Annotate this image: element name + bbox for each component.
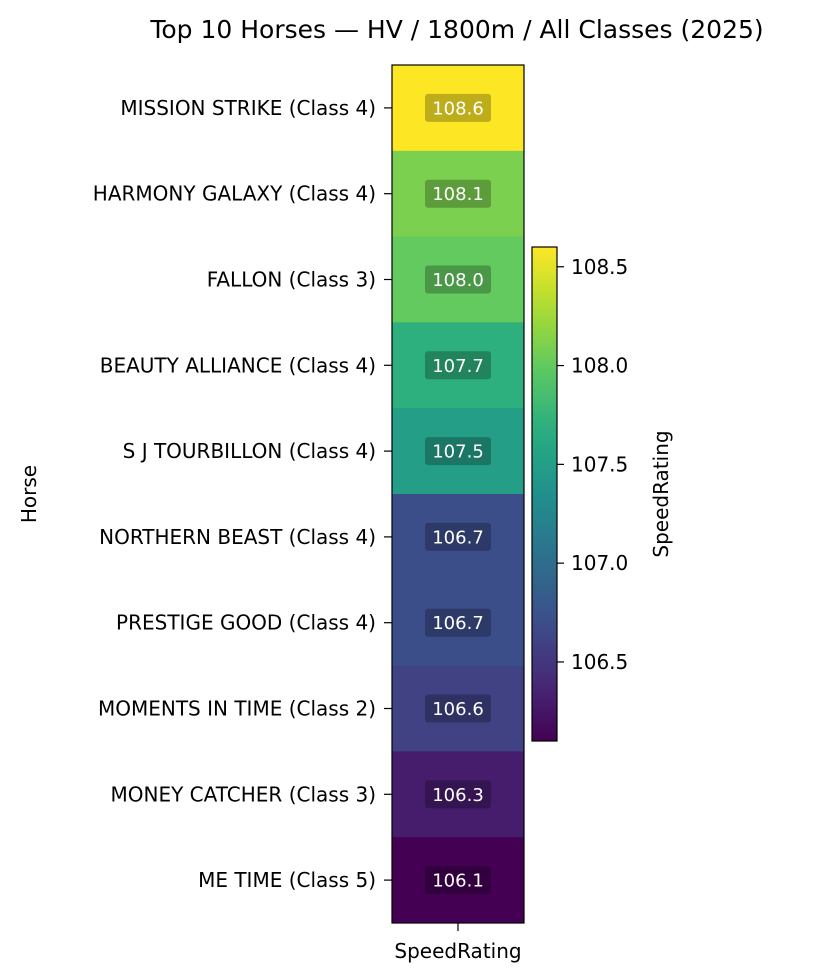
heatmap-cell	[392, 150, 524, 238]
heatmap-cell	[392, 408, 524, 495]
cell-value-label: 106.7	[432, 613, 484, 634]
heatmap-cell	[392, 236, 524, 323]
cell-value-label: 108.6	[432, 98, 484, 119]
y-axis-label: Horse	[17, 465, 41, 523]
cell-value-label: 108.0	[432, 270, 484, 291]
heatmap-cell	[392, 579, 524, 667]
cell-value-label: 106.7	[432, 527, 484, 548]
x-axis: SpeedRating	[394, 923, 522, 963]
colorbar-tick-label: 107.5	[571, 452, 628, 476]
row-labels: MISSION STRIKE (Class 4) HARMONY GALAXY (…	[93, 96, 392, 892]
y-tick-label: HARMONY GALAXY (Class 4)	[93, 182, 376, 206]
y-tick-label: FALLON (Class 3)	[207, 268, 376, 292]
cell-value-label: 108.1	[432, 184, 484, 205]
cell-value-box	[425, 608, 491, 637]
colorbar-tick-label: 107.0	[571, 551, 628, 575]
cell-value-box	[425, 265, 491, 294]
y-tick-label: MOMENTS IN TIME (Class 2)	[98, 697, 376, 721]
cell-value-label: 107.5	[432, 442, 484, 463]
colorbar-frame	[531, 246, 558, 742]
cell-value-label: 107.7	[432, 356, 484, 377]
colorbar-tick-label: 106.5	[571, 650, 628, 674]
cell-value-box	[425, 437, 491, 466]
heatmap-cell	[392, 837, 524, 924]
cell-value-box	[425, 179, 491, 208]
cell-value-label: 106.1	[432, 871, 484, 892]
heatmap-cell	[392, 65, 524, 152]
cell-value-box	[425, 694, 491, 723]
y-tick-label: NORTHERN BEAST (Class 4)	[99, 525, 376, 549]
colorbar: 106.5 107.0 107.5 108.0 108.5 SpeedRating	[531, 246, 673, 742]
y-tick-label: S J TOURBILLON (Class 4)	[123, 439, 376, 463]
heatmap-cell	[392, 751, 524, 838]
cell-value-box	[425, 780, 491, 809]
y-tick-label: ME TIME (Class 5)	[198, 868, 376, 892]
chart-title: Top 10 Horses — HV / 1800m / All Classes…	[149, 15, 763, 44]
y-tick-label: BEAUTY ALLIANCE (Class 4)	[100, 353, 376, 377]
colorbar-label: SpeedRating	[649, 430, 673, 557]
heatmap-cell	[392, 494, 524, 581]
heatmap-cells: 108.6 108.1 108.0 107.7 107.5 106.7 106.7 106.6…	[392, 65, 524, 924]
colorbar-gradient	[532, 247, 557, 741]
cell-value-label: 106.3	[432, 785, 484, 806]
cell-value-box	[425, 522, 491, 551]
colorbar-tick-label: 108.5	[571, 255, 628, 279]
colorbar-tick-label: 108.0	[571, 354, 628, 378]
heatmap-cell	[392, 322, 524, 409]
y-tick-label: MISSION STRIKE (Class 4)	[120, 96, 376, 120]
cell-value-box	[425, 93, 491, 122]
cell-value-label: 106.6	[432, 699, 484, 720]
y-tick-label: MONEY CATCHER (Class 3)	[110, 782, 376, 806]
x-tick-label: SpeedRating	[394, 939, 521, 963]
cell-value-box	[425, 866, 491, 895]
y-tick-label: PRESTIGE GOOD (Class 4)	[116, 611, 376, 635]
heatmap-cell	[392, 665, 524, 752]
cell-value-box	[425, 351, 491, 380]
